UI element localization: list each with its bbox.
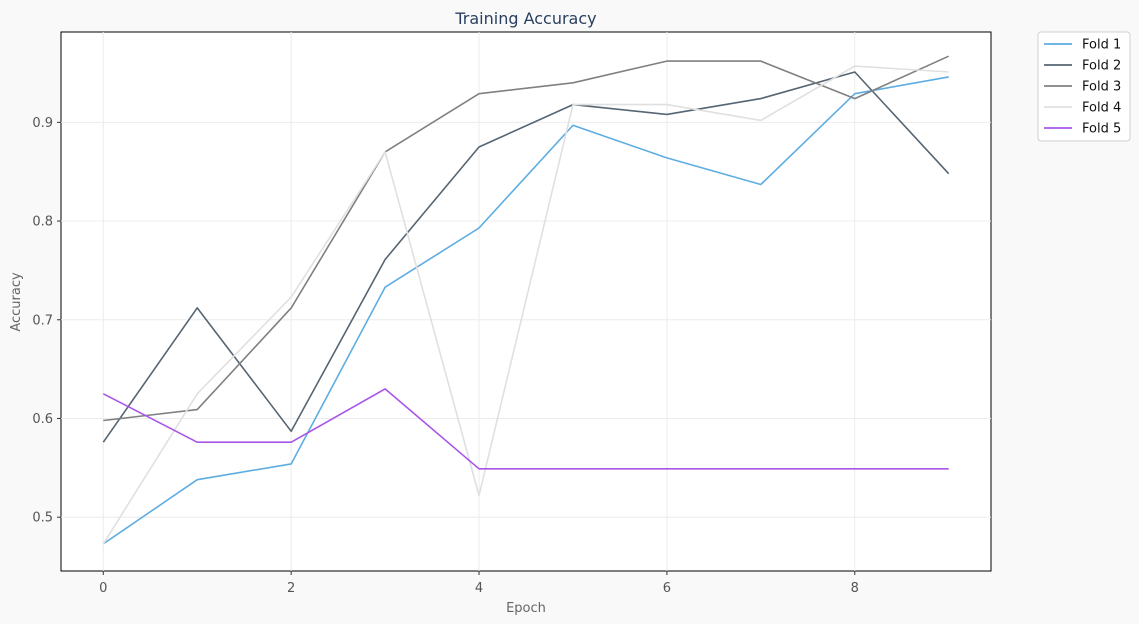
series-line-fold-5 [102, 388, 949, 470]
x-tick-label: 4 [475, 581, 483, 596]
grid [61, 32, 991, 571]
x-tick-label: 6 [663, 581, 671, 596]
series-line-fold-2 [102, 71, 950, 443]
series-lines [102, 55, 950, 545]
chart-title: Training Accuracy [454, 9, 596, 28]
legend-label-fold-5: Fold 5 [1082, 122, 1121, 137]
legend-label-fold-2: Fold 2 [1082, 59, 1121, 74]
x-tick-label: 0 [99, 581, 107, 596]
y-axis-label: Accuracy [9, 272, 24, 332]
legend-label-fold-3: Fold 3 [1082, 80, 1121, 95]
legend: Fold 1 Fold 2 Fold 3 Fold 4 Fold 5 [1037, 31, 1131, 142]
y-tick-label: 0.5 [32, 511, 53, 526]
x-tick-label: 2 [287, 581, 295, 596]
y-tick-label: 0.9 [32, 116, 53, 131]
legend-label-fold-1: Fold 1 [1082, 38, 1121, 53]
x-axis-label: Epoch [506, 601, 546, 616]
axis-ticks: 0 2 4 6 8 0.5 0.6 0.7 0.8 0.9 [32, 116, 859, 596]
legend-box [1037, 31, 1131, 142]
series-line-fold-1 [102, 76, 949, 545]
y-tick-label: 0.6 [32, 412, 53, 427]
series-line-fold-4 [102, 65, 949, 545]
series-line-fold-3 [103, 55, 950, 422]
y-tick-label: 0.8 [32, 215, 53, 230]
legend-label-fold-4: Fold 4 [1082, 101, 1121, 116]
x-tick-label: 8 [851, 581, 859, 596]
y-tick-label: 0.7 [32, 313, 53, 328]
